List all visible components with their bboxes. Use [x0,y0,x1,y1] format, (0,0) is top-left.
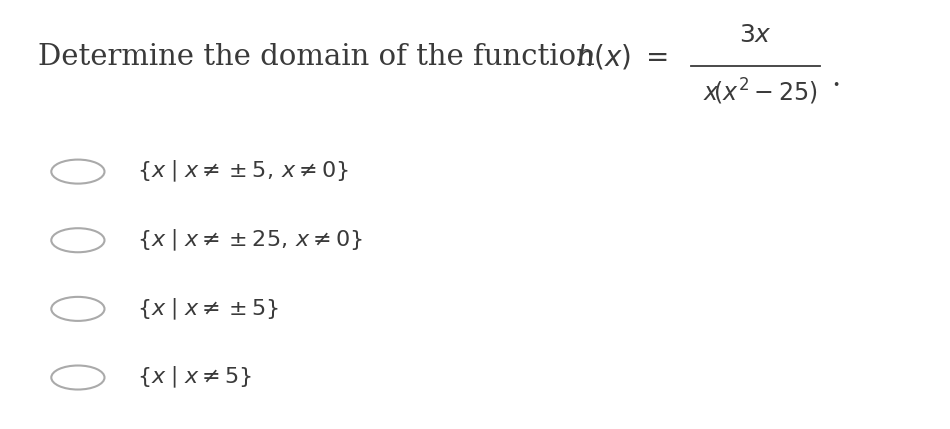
Text: $\{x \mid x \neq \pm 25,\, x \neq 0\}$: $\{x \mid x \neq \pm 25,\, x \neq 0\}$ [137,227,363,253]
Text: $\{x \mid x \neq \pm 5,\, x \neq 0\}$: $\{x \mid x \neq \pm 5,\, x \neq 0\}$ [137,159,349,184]
Text: $x\!\left(x^{2}-25\right)$: $x\!\left(x^{2}-25\right)$ [703,77,817,107]
Text: $\mathit{h}(x)$ $=$: $\mathit{h}(x)$ $=$ [576,43,668,72]
Text: Determine the domain of the function: Determine the domain of the function [38,43,604,71]
Text: $3x$: $3x$ [739,24,771,47]
Text: $\{x \mid x \neq \pm 5\}$: $\{x \mid x \neq \pm 5\}$ [137,296,279,322]
Text: .: . [831,64,841,92]
Text: $\{x \mid x \neq 5\}$: $\{x \mid x \neq 5\}$ [137,365,252,390]
